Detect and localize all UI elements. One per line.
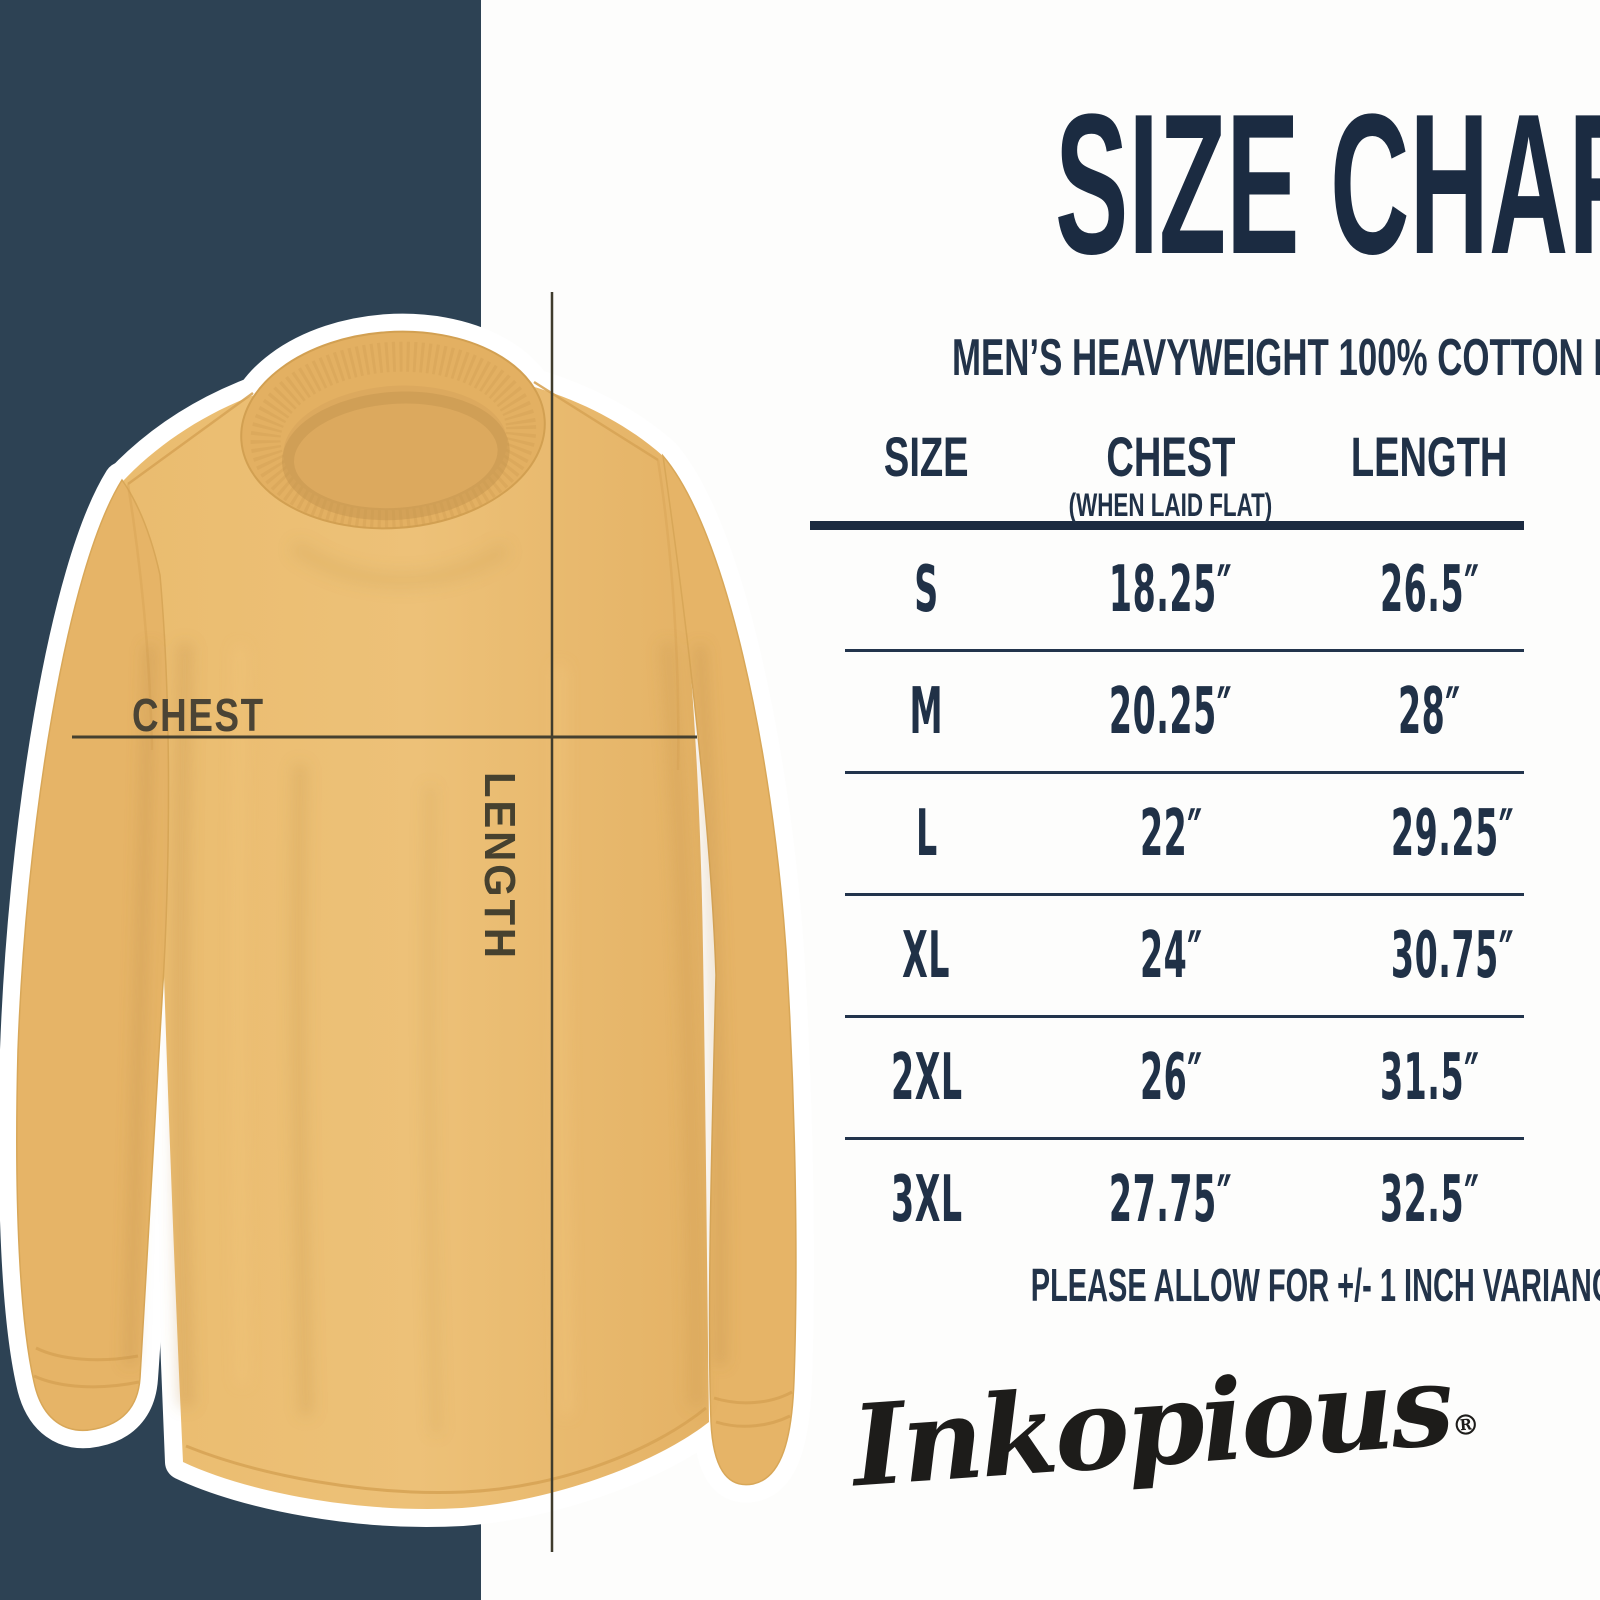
chest-measure-label: CHEST xyxy=(132,689,265,741)
column-header-size: SIZE xyxy=(884,425,969,488)
size-value: XL xyxy=(902,918,951,993)
length-value: 30.75″ xyxy=(1390,918,1515,993)
table-row-3xl: 3XL 27.75″ 32.5″ xyxy=(845,1137,1524,1259)
logo-text: Inkopious xyxy=(848,1339,1455,1513)
table-row-l: L 22″ 29.25″ xyxy=(845,771,1524,893)
product-subtitle: MEN’S HEAVYWEIGHT 100% COTTON LONG SLEEV… xyxy=(951,329,1600,387)
size-value: L xyxy=(915,796,938,871)
column-header-chest: CHEST (WHEN LAID FLAT) xyxy=(1069,425,1273,523)
chest-value: 20.25″ xyxy=(1109,674,1233,749)
length-value: 32.5″ xyxy=(1379,1162,1480,1237)
size-value: 3XL xyxy=(890,1162,963,1237)
length-measure-label: LENGTH xyxy=(475,772,524,961)
size-value: 2XL xyxy=(890,1040,963,1115)
length-value: 29.25″ xyxy=(1390,796,1515,871)
table-row-m: M 20.25″ 28″ xyxy=(845,649,1524,771)
registered-trademark-icon: ® xyxy=(1450,1407,1481,1443)
inkopious-logo: Inkopious® xyxy=(848,1340,1481,1512)
table-row-s: S 18.25″ 26.5″ xyxy=(845,530,1524,649)
size-table: SIZE CHEST (WHEN LAID FLAT) LENGTH S 18.… xyxy=(845,420,1524,1259)
chest-value: 24″ xyxy=(1139,918,1203,993)
table-header-row: SIZE CHEST (WHEN LAID FLAT) LENGTH xyxy=(845,420,1524,530)
chest-value: 26″ xyxy=(1139,1040,1203,1115)
column-header-chest-subcaption: (WHEN LAID FLAT) xyxy=(1069,487,1273,523)
length-value: 26.5″ xyxy=(1379,552,1480,627)
variance-note: PLEASE ALLOW FOR +/- 1 INCH VARIANCE IN … xyxy=(1030,1259,1600,1311)
fabric-folds xyxy=(124,541,727,1435)
shirt-photo-illustration xyxy=(0,292,814,1552)
column-header-length: LENGTH xyxy=(1350,425,1508,488)
table-row-xl: XL 24″ 30.75″ xyxy=(845,893,1524,1015)
collar xyxy=(240,330,546,530)
chest-value: 27.75″ xyxy=(1109,1162,1233,1237)
shirt-torso xyxy=(122,367,709,1509)
chest-value: 18.25″ xyxy=(1109,552,1233,627)
table-header-rule xyxy=(810,521,1524,530)
table-row-2xl: 2XL 26″ 31.5″ xyxy=(845,1015,1524,1137)
length-value: 28″ xyxy=(1397,674,1461,749)
page-title: SIZE CHART xyxy=(1055,73,1600,296)
length-value: 31.5″ xyxy=(1379,1040,1480,1115)
chest-value: 22″ xyxy=(1139,796,1203,871)
size-value: S xyxy=(914,552,939,627)
size-value: M xyxy=(909,674,944,749)
